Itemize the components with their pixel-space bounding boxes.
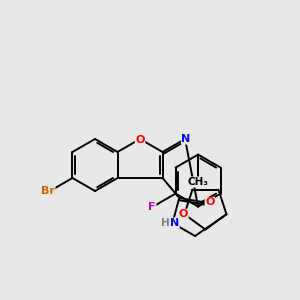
Text: Br: Br [41,186,55,196]
Text: O: O [179,209,188,219]
Text: H: H [161,218,170,228]
Text: O: O [135,135,145,145]
Text: O: O [205,197,214,207]
Text: N: N [170,218,179,228]
Text: N: N [182,134,191,144]
Text: F: F [148,202,156,212]
Text: CH₃: CH₃ [188,177,208,187]
